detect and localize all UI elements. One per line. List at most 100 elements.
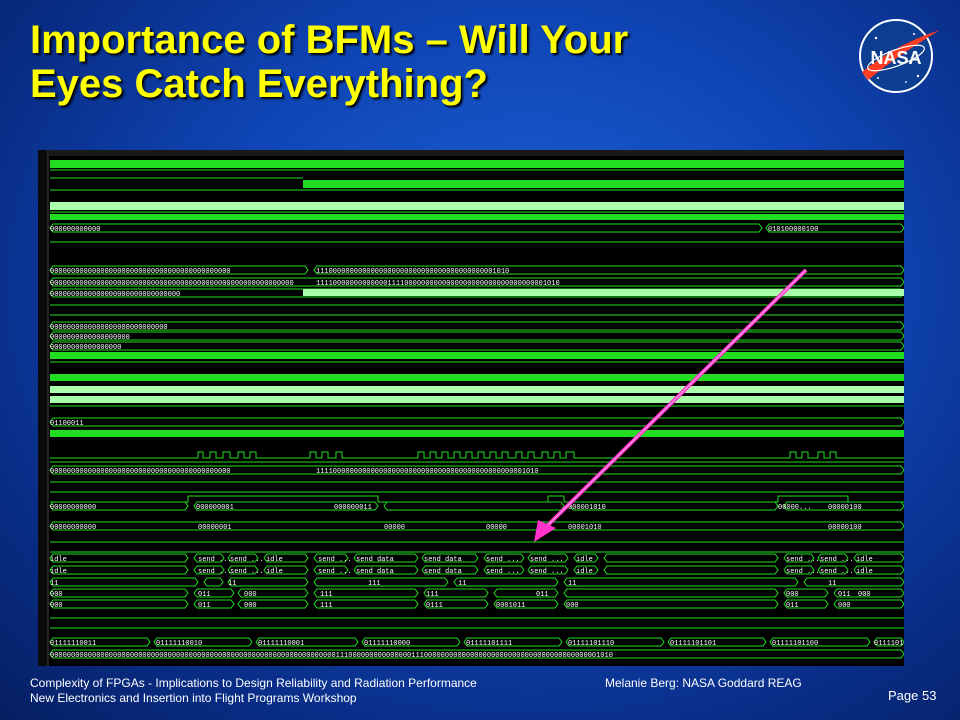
wave-bus-segment: [49, 465, 904, 475]
wave-bus-segment: [603, 553, 779, 563]
wave-bus-segment: [193, 599, 235, 609]
wave-bus-segment: [783, 501, 904, 511]
wave-bus-label: 0000000000000000000000000000: [50, 324, 168, 332]
wave-bus-label: 000: [858, 591, 871, 599]
wave-bus-segment: [49, 501, 189, 511]
wave-bus-segment: [483, 553, 525, 563]
wave-bus-segment: [817, 553, 849, 563]
wave-bus-segment: [493, 588, 559, 598]
wave-bus-segment: [255, 637, 359, 647]
wave-bus-label: send ...: [318, 556, 352, 564]
wave-bus-label: 00001010: [568, 524, 602, 532]
wave-bus-segment: [193, 553, 225, 563]
wave-bus-segment: [765, 223, 904, 233]
wave-bus-segment: [493, 599, 559, 609]
wave-bus-label: idle: [50, 568, 67, 576]
wave-bus-label: 0000000000000000000000000000000000000000…: [50, 468, 231, 476]
wave-bus-label: 00000001: [198, 524, 232, 532]
wave-bus-label: 1110000000000000000000000000000000000000…: [316, 268, 509, 276]
wave-bus-label: 11: [50, 580, 58, 588]
wave-bus-label: 000000011: [334, 504, 372, 512]
wave-bus-segment: [263, 565, 309, 575]
wave-bus-label: 0000000000000000000000000000000: [50, 291, 180, 299]
wave-bus-label: send ...: [198, 556, 232, 564]
wave-bus-segment: [573, 553, 599, 563]
wave-bus-label: 00000: [486, 524, 507, 532]
wave-solid-bar: [50, 386, 904, 393]
wave-bus-label: 011: [786, 602, 799, 610]
wave-bus-segment: [49, 577, 199, 587]
wave-bus-label: 00000100: [828, 524, 862, 532]
wave-time-ruler: [48, 150, 904, 156]
wave-bus-segment: [853, 565, 904, 575]
wave-bus-segment: [49, 649, 904, 659]
author-credit: Melanie Berg: NASA Goddard REAG: [605, 676, 802, 690]
wave-bus-segment: [833, 588, 904, 598]
wave-bus-segment: [803, 577, 904, 587]
wave-bus-segment: [49, 321, 904, 331]
annotation-arrow-highlight: [542, 269, 807, 531]
wave-bus-segment: [483, 565, 525, 575]
wave-bus-label: 0111: [426, 602, 443, 610]
wave-solid-bar: [303, 180, 904, 188]
wave-bus-label: 1111000000000000000000000000000000000000…: [316, 468, 539, 476]
wave-bus-label: 11: [568, 580, 576, 588]
wave-bus-segment: [383, 501, 565, 511]
wave-bus-label: 000001010: [568, 504, 606, 512]
wave-bus-label: send ...: [486, 556, 520, 564]
wave-bus-label: 000: [566, 602, 579, 610]
wave-bus-segment: [203, 577, 224, 587]
wave-bus-label: 01100011: [50, 420, 84, 428]
wave-bus-label: 11: [458, 580, 466, 588]
wave-bus-segment: [423, 599, 489, 609]
wave-bus-label: send ...: [230, 568, 264, 576]
wave-bus-segment: [49, 223, 763, 233]
wave-solid-bar: [50, 374, 904, 381]
wave-bus-label: 0001011: [496, 602, 525, 610]
wave-bus-label: 00000: [384, 524, 405, 532]
wave-bus-segment: [573, 565, 599, 575]
wave-bus-segment: [563, 577, 799, 587]
wave-bus-segment: [783, 565, 815, 575]
wave-bus-label: idle: [266, 568, 283, 576]
wave-solid-bar: [50, 396, 904, 403]
wave-bus-label: 000: [786, 591, 799, 599]
wave-bus-segment: [313, 553, 349, 563]
wave-bus-label: 000: [50, 591, 63, 599]
wave-bus-label: send ...: [530, 556, 564, 564]
wave-signal-step: [50, 495, 904, 503]
wave-bus-segment: [361, 637, 461, 647]
footer: Complexity of FPGAs - Implications to De…: [30, 676, 600, 706]
wave-bus-label: 00000100: [828, 504, 862, 512]
wave-bus-label: send ...: [318, 568, 352, 576]
wave-bus-label: 000000000000: [50, 226, 100, 234]
wave-bus-label: send ...: [486, 568, 520, 576]
waveform-viewer-screenshot: 000000000000 010100000100 0000000000000000…: [38, 150, 904, 666]
wave-bus-label: 1111000000000000011110000000000000000000…: [316, 280, 560, 288]
wave-bus-segment: [421, 553, 479, 563]
wave-bus-label: 011: [198, 602, 211, 610]
wave-bus-segment: [565, 637, 665, 647]
wave-bus-segment: [49, 599, 189, 609]
wave-bus-segment: [423, 588, 489, 598]
wave-bus-segment: [421, 565, 479, 575]
wave-bus-segment: [49, 565, 189, 575]
wave-bus-segment: [49, 277, 904, 287]
footer-line-2: New Electronics and Insertion into Fligh…: [30, 691, 357, 705]
wave-bus-label: 00000000000: [50, 524, 96, 532]
wave-bus-segment: [153, 637, 253, 647]
wave-bus-label: 000: [244, 602, 257, 610]
wave-bus-segment: [49, 637, 151, 647]
wave-bus-label: 0000000000000000000000000000000000000000…: [50, 652, 613, 660]
wave-solid-bar: [303, 289, 904, 296]
wave-bus-label: 0000000000000000000: [50, 334, 130, 342]
wave-bus-label: 000: [50, 602, 63, 610]
wave-bus-label: idle: [50, 556, 67, 564]
wave-bus-label: 000000001: [196, 504, 234, 512]
wave-bus-label: send ...: [820, 568, 854, 576]
wave-bus-label: 11: [828, 580, 836, 588]
wave-bus-label: 00000...: [778, 504, 812, 512]
slide-title-line-2: Eyes Catch Everything?: [30, 62, 488, 106]
wave-bus-segment: [49, 341, 904, 351]
nasa-logo: NASA: [848, 14, 944, 98]
